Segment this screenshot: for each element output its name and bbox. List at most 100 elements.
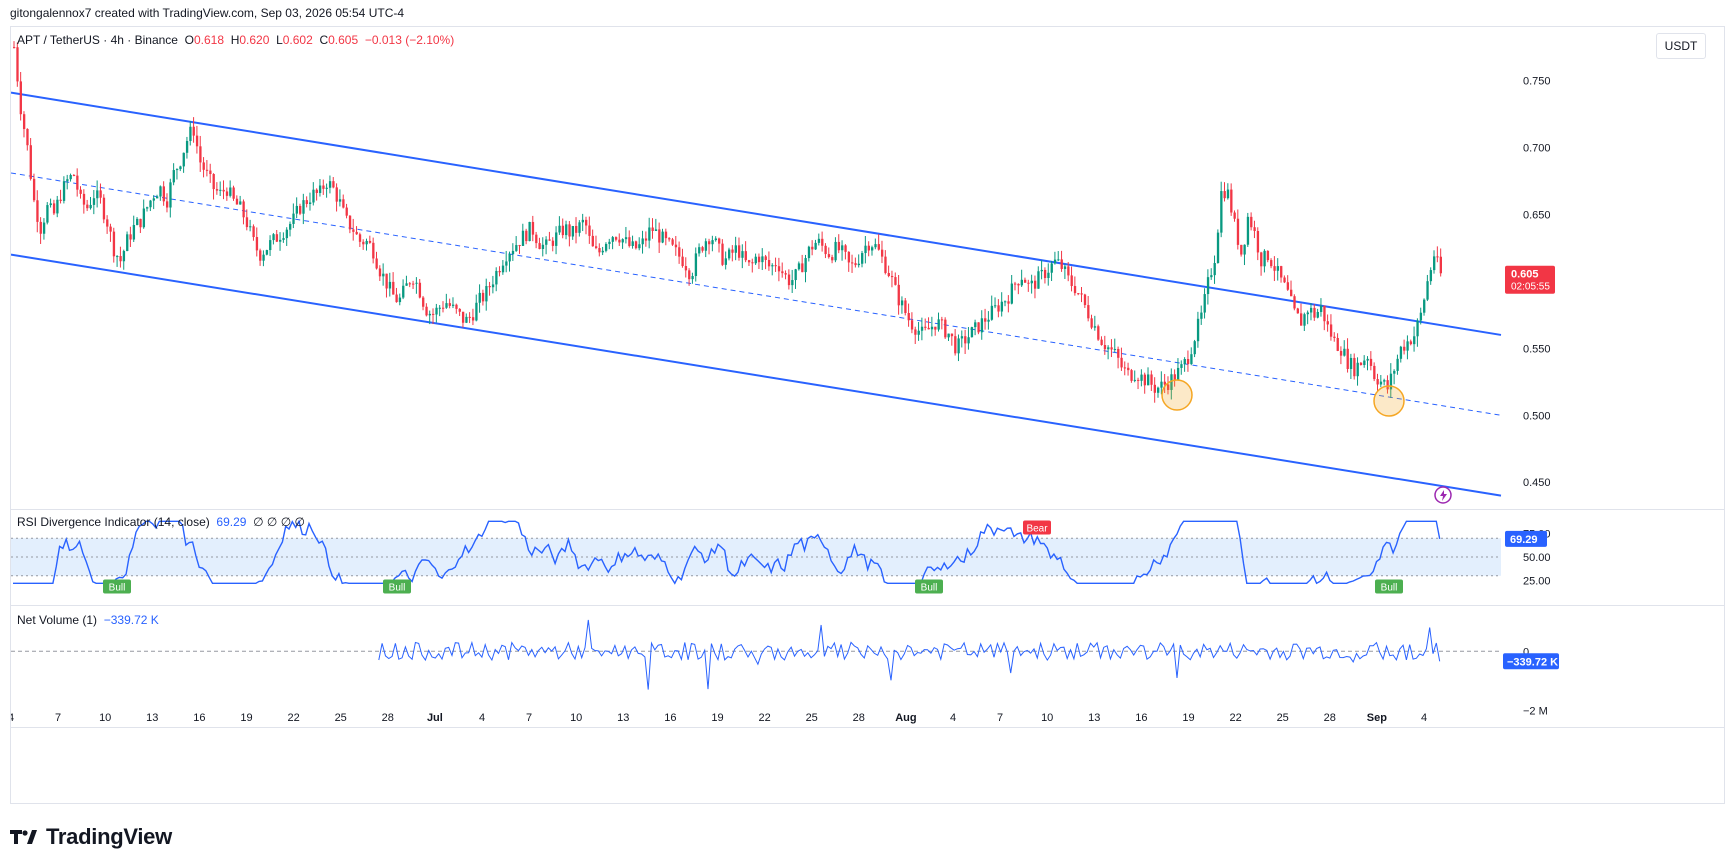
candle-body [644, 238, 648, 241]
candle [395, 287, 398, 303]
candle [601, 246, 604, 256]
candle-body [355, 231, 358, 235]
candle [937, 312, 940, 332]
candle [325, 183, 328, 198]
candle [1403, 339, 1406, 355]
tradingview-logo[interactable]: TradingView [10, 824, 172, 850]
candle-body [1363, 360, 1366, 365]
candle-body [285, 229, 289, 239]
candle-body [1053, 259, 1057, 264]
time-tick-label: 25 [1277, 712, 1289, 724]
candle-body [405, 283, 408, 286]
candle [352, 218, 355, 241]
time-tick-label: 7 [55, 712, 61, 724]
candle-body [784, 273, 787, 275]
candle-body [1243, 244, 1246, 255]
candle [864, 236, 867, 264]
rsi-current-label: 69.29 [1505, 530, 1547, 547]
time-tick-label: Sep [1367, 712, 1387, 724]
candle-body [292, 213, 295, 224]
candle-body [694, 253, 698, 277]
channel-upper-line [11, 91, 1502, 336]
candle [1140, 369, 1143, 387]
candle [432, 308, 435, 325]
candle-body [465, 316, 468, 323]
symbol-legend[interactable]: APT / TetherUS · 4h · Binance O0.618 H0.… [17, 33, 455, 47]
candle [1223, 182, 1226, 202]
candle-body [1133, 379, 1137, 381]
candle-body [59, 199, 62, 201]
candle-body [1256, 230, 1260, 253]
time-tick-label: 4 [1421, 712, 1427, 724]
candle-body [541, 244, 545, 250]
candle-body [1426, 281, 1429, 300]
candle [920, 317, 924, 341]
candle [671, 237, 674, 246]
candle [305, 196, 308, 208]
candle [767, 251, 771, 271]
candle-body [1416, 320, 1419, 337]
candle [106, 215, 109, 234]
candle [438, 305, 441, 317]
candle-body [302, 200, 305, 214]
bull-signal-label: Bull [103, 579, 131, 594]
high-value: 0.620 [239, 33, 270, 47]
candle [1040, 260, 1043, 280]
time-tick-label: 10 [1041, 712, 1053, 724]
time-tick-label: 7 [997, 712, 1003, 724]
candle-body [1439, 256, 1442, 274]
candle-body [1130, 370, 1133, 381]
candle-body [345, 207, 348, 216]
candle [1023, 277, 1027, 283]
candle [1260, 251, 1263, 276]
candle [531, 215, 535, 242]
bull-signal-box [383, 579, 411, 594]
candle [1060, 250, 1063, 272]
net-volume-plot [11, 619, 1501, 690]
pane-separator[interactable] [11, 605, 1724, 606]
candle [398, 293, 402, 306]
candle-body [598, 248, 601, 253]
candle-body [205, 169, 209, 171]
candle [538, 237, 541, 250]
pane-separator[interactable] [11, 509, 1724, 510]
candle [558, 216, 561, 235]
candle [451, 297, 455, 309]
candle [934, 326, 937, 336]
candle-body [525, 230, 528, 242]
candle [318, 178, 322, 197]
descending-channel [11, 91, 1502, 497]
candle-body [362, 241, 365, 245]
candle-body [451, 304, 455, 306]
candle [1343, 340, 1346, 357]
candle-body [1313, 307, 1316, 318]
candle [169, 178, 172, 218]
candle-body [1010, 283, 1013, 304]
candle [39, 217, 42, 244]
rsi-legend[interactable]: RSI Divergence Indicator (14, close) 69.… [17, 515, 305, 529]
candle [308, 192, 312, 211]
bull-signal-box [915, 579, 943, 594]
candle [688, 268, 691, 286]
candle-body [890, 275, 894, 278]
chart-frame[interactable]: Bull Bull Bull Bull Bear 0.750 0.700 0.650 0.60… [10, 26, 1725, 804]
candle-body [658, 229, 661, 243]
time-tick-label: 19 [711, 712, 723, 724]
candle-body [42, 222, 46, 234]
candle [728, 247, 731, 261]
volume-legend[interactable]: Net Volume (1) −339.72 K [17, 613, 159, 627]
candle-body [485, 286, 488, 302]
candle [581, 213, 584, 232]
candle-body [718, 238, 721, 244]
candle-body [585, 219, 588, 226]
candle-body [179, 166, 182, 170]
candle [827, 247, 831, 259]
candle [358, 232, 362, 247]
currency-button[interactable]: USDT [1656, 33, 1706, 59]
chart-canvas[interactable]: Bull Bull Bull Bull Bear 0.750 0.700 0.650 0.60… [11, 27, 1724, 803]
time-tick-label: 4 [479, 712, 485, 724]
candle-body [1319, 305, 1323, 312]
candle-body [1349, 357, 1353, 369]
time-tick-label: 19 [1182, 712, 1194, 724]
candle [1186, 350, 1190, 372]
